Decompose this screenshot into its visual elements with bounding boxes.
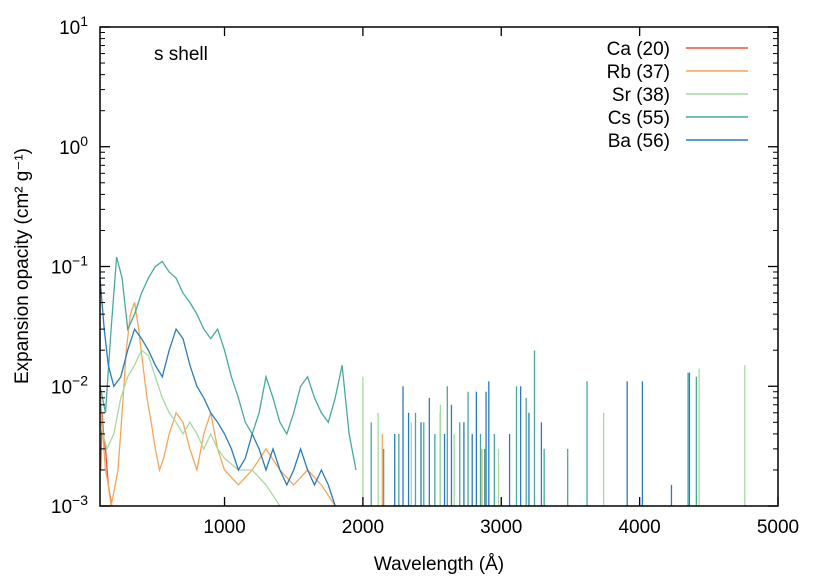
legend-label-3: Cs (55) — [608, 108, 670, 129]
x-tick-label: 3000 — [480, 517, 522, 538]
y-tick-label: 10−3 — [51, 492, 88, 518]
series-layer — [100, 256, 746, 506]
legend-label-0: Ca (20) — [607, 39, 670, 60]
x-tick-label: 5000 — [757, 517, 799, 538]
tick-layer: 1000 2000 3000 4000 5000 10−3 10−2 10−1 100 101 — [51, 13, 799, 538]
x-tick-label: 1000 — [203, 517, 245, 538]
series-line-3 — [100, 256, 357, 471]
y-tick-label: 10−2 — [51, 372, 88, 398]
legend-label-1: Rb (37) — [607, 62, 670, 83]
plot-frame — [99, 26, 779, 507]
legend-label-4: Ba (56) — [608, 131, 670, 152]
x-tick-label: 2000 — [342, 517, 384, 538]
y-tick-label: 101 — [59, 13, 88, 39]
x-tick-label: 4000 — [618, 517, 660, 538]
y-axis-label: Expansion opacity (cm² g⁻¹) — [12, 148, 33, 384]
series-line-2 — [100, 349, 281, 506]
series-line-1 — [100, 302, 336, 506]
legend: Ca (20)Rb (37)Sr (38)Cs (55)Ba (56) — [607, 39, 748, 152]
panel-annotation: s shell — [154, 44, 208, 65]
series-line-4 — [100, 278, 336, 506]
y-tick-label: 10−1 — [51, 253, 88, 279]
y-tick-label: 100 — [59, 133, 88, 159]
x-axis-label: Wavelength (Å) — [374, 554, 504, 575]
legend-label-2: Sr (38) — [612, 85, 670, 106]
